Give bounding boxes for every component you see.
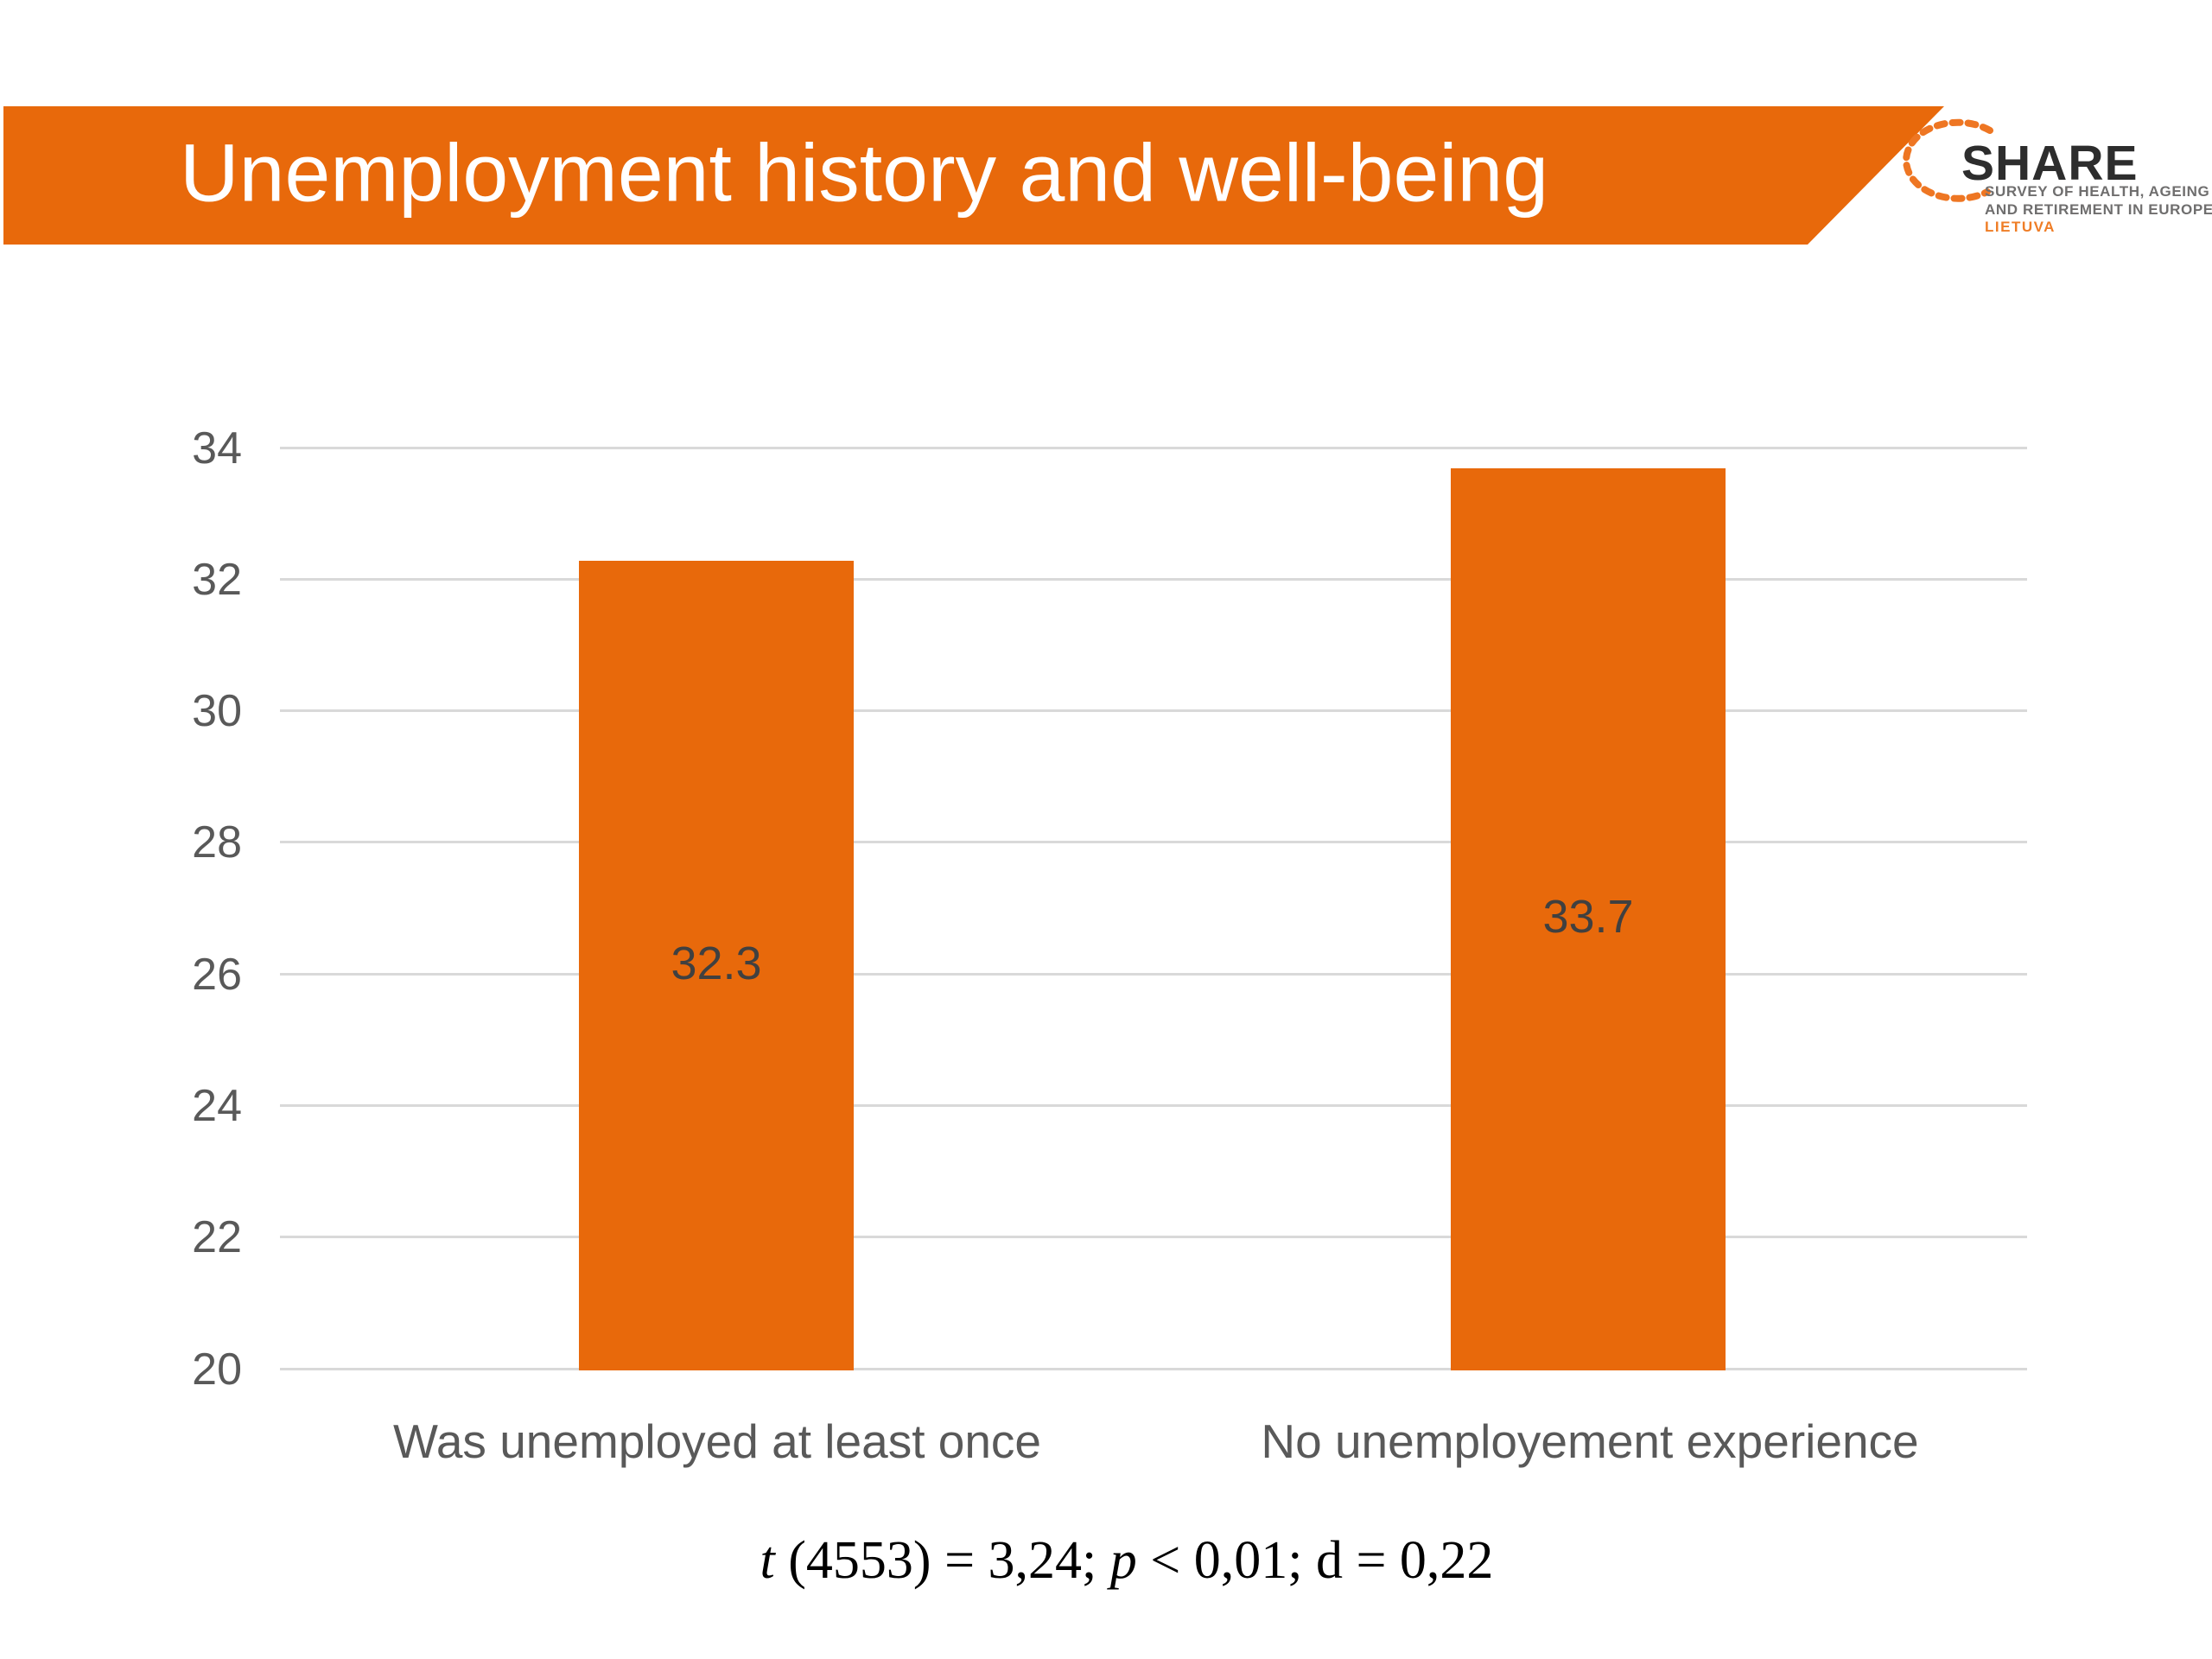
y-tick-label: 30 [192,686,242,736]
y-tick-label: 22 [192,1212,242,1262]
caption-p-symbol: p [1109,1531,1137,1590]
share-logo-wordmark: SHARE [1961,136,2139,191]
gridline-22 [280,1236,2027,1238]
share-logo-dotted-arc-icon [1903,118,1993,202]
x-axis-line [280,1368,2027,1370]
y-tick-label: 20 [192,1344,242,1395]
y-tick-label: 28 [192,817,242,868]
caption-t-value: (4553) = 3,24; [774,1531,1110,1590]
caption-p-value: < 0,01; d = 0,22 [1136,1531,1494,1590]
gridline-24 [280,1104,2027,1107]
bar-value-label: 33.7 [1542,891,1634,943]
share-logo-country: LIETUVA [1985,219,2056,235]
slide-title: Unemployment history and well-being [180,127,1549,219]
share-logo-subtitle-line2: AND RETIREMENT IN EUROPE [1985,201,2212,218]
gridline-30 [280,709,2027,712]
gridline-32 [280,578,2027,581]
caption-t-symbol: t [760,1531,775,1590]
bar-was-unemployed: 32.3 [579,561,854,1370]
x-category-label: Was unemployed at least once [392,1414,1042,1468]
share-logo-subtitle-line1: SURVEY OF HEALTH, AGEING [1985,183,2210,200]
bar-value-label: 32.3 [671,937,762,989]
gridline-28 [280,841,2027,843]
y-tick-label: 32 [192,555,242,605]
y-tick-label: 34 [192,423,242,474]
title-banner: Unemployment history and well-being [3,106,1944,245]
y-tick-label: 26 [192,950,242,1000]
x-category-label: No unemployement experience [1261,1414,1919,1468]
statistics-caption: t (4553) = 3,24; p < 0,01; d = 0,22 [0,1531,2212,1590]
gridline-26 [280,973,2027,976]
bar-no-unemployment: 33.7 [1451,468,1726,1370]
gridline-34 [280,447,2027,449]
y-tick-label: 24 [192,1081,242,1131]
